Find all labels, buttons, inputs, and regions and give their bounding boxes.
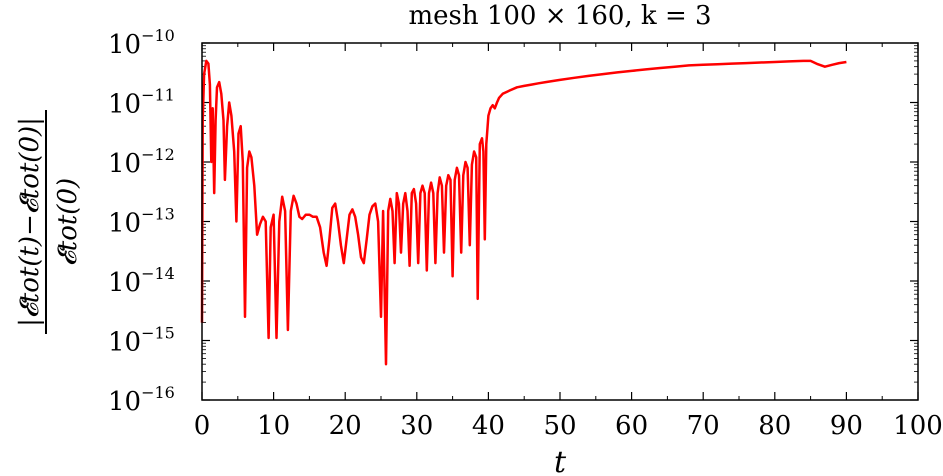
x-tick-label: 60 bbox=[615, 411, 648, 441]
y-tick-label: 10−16 bbox=[108, 383, 175, 417]
y-tick-label: 10−12 bbox=[108, 145, 175, 179]
plot-frame bbox=[201, 42, 919, 401]
x-tick-label: 80 bbox=[758, 411, 791, 441]
x-tick-label: 40 bbox=[472, 411, 505, 441]
x-axis-label: t bbox=[554, 445, 567, 476]
x-tick-label: 30 bbox=[400, 411, 433, 441]
x-tick-label: 100 bbox=[893, 411, 943, 441]
x-tick-label: 50 bbox=[543, 411, 576, 441]
x-tick-label: 90 bbox=[830, 411, 863, 441]
x-tick-labels: 0 10 20 30 40 50 60 70 80 90 100 bbox=[194, 411, 943, 441]
x-tick-label: 20 bbox=[329, 411, 362, 441]
y-axis-label-numerator: |𝓔tot(t)−𝓔tot(0)| bbox=[15, 117, 45, 327]
y-tick-label: 10−13 bbox=[108, 205, 175, 239]
plot-area bbox=[200, 59, 847, 366]
x-tick-label: 0 bbox=[194, 411, 211, 441]
chart-title: mesh 100 × 160, k = 3 bbox=[408, 1, 711, 31]
y-tick-label: 10−10 bbox=[108, 26, 175, 60]
y-axis-label: |𝓔tot(t)−𝓔tot(0)| 𝓔tot(0) bbox=[15, 110, 83, 334]
y-tick-label: 10−14 bbox=[108, 264, 175, 298]
axis-ticks bbox=[201, 42, 919, 401]
x-tick-label: 10 bbox=[257, 411, 290, 441]
y-tick-label: 10−11 bbox=[108, 86, 175, 120]
y-axis-label-denominator: 𝓔tot(0) bbox=[53, 178, 83, 266]
x-tick-label: 70 bbox=[687, 411, 720, 441]
y-tick-labels: 10−10 10−11 10−12 10−13 10−14 10−15 10−16 bbox=[108, 26, 175, 417]
series-line-energy-error bbox=[200, 59, 847, 366]
y-tick-label: 10−15 bbox=[108, 324, 175, 358]
